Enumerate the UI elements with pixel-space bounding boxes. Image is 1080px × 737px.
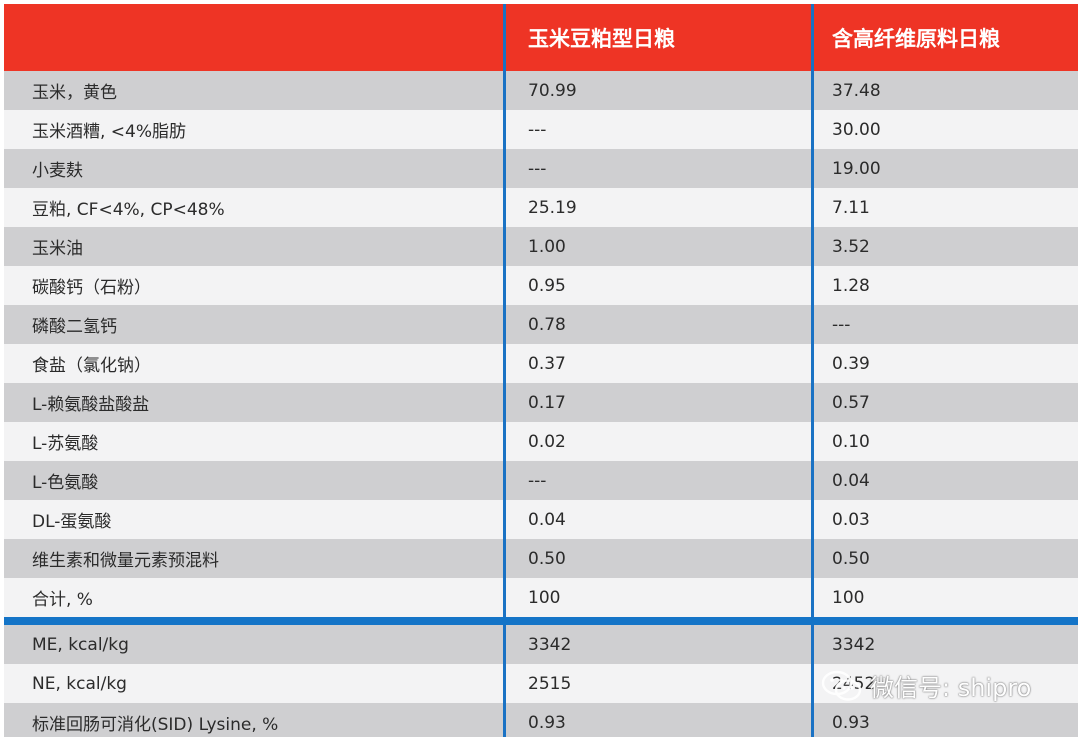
ingredient-name: L-色氨酸 [4, 461, 503, 500]
high-fiber-value: 0.03 [811, 500, 1078, 539]
ingredient-name: 碳酸钙（石粉） [4, 266, 503, 305]
ingredient-name: 玉米油 [4, 227, 503, 266]
high-fiber-value: 1.28 [811, 266, 1078, 305]
table-row-total: 合计, % 100 100 [4, 578, 1078, 617]
ingredient-name: 食盐（氯化钠） [4, 344, 503, 383]
diet-composition-table: 玉米豆粕型日粮 含高纤维原料日粮 玉米，黄色 70.99 37.48 玉米酒糟,… [4, 4, 1078, 737]
high-fiber-value: 0.39 [811, 344, 1078, 383]
table-row: 碳酸钙（石粉） 0.95 1.28 [4, 266, 1078, 305]
corn-soy-value: 3342 [503, 625, 811, 664]
table-row: L-色氨酸 --- 0.04 [4, 461, 1078, 500]
table-row: 小麦麸 --- 19.00 [4, 149, 1078, 188]
corn-soy-value: 0.78 [503, 305, 811, 344]
high-fiber-value: 0.10 [811, 422, 1078, 461]
corn-soy-value: 0.17 [503, 383, 811, 422]
table-row: 磷酸二氢钙 0.78 --- [4, 305, 1078, 344]
energy-name: NE, kcal/kg [4, 664, 503, 703]
table-row: 玉米酒糟, <4%脂肪 --- 30.00 [4, 110, 1078, 149]
table-row: 玉米，黄色 70.99 37.48 [4, 71, 1078, 110]
high-fiber-value: 30.00 [811, 110, 1078, 149]
ingredient-name: 玉米酒糟, <4%脂肪 [4, 110, 503, 149]
table-row: 食盐（氯化钠） 0.37 0.39 [4, 344, 1078, 383]
table-row: L-苏氨酸 0.02 0.10 [4, 422, 1078, 461]
corn-soy-value: 0.95 [503, 266, 811, 305]
high-fiber-value: 3342 [811, 625, 1078, 664]
corn-soy-value: 0.50 [503, 539, 811, 578]
ingredient-name: 合计, % [4, 578, 503, 617]
watermark-text: 微信号: shipro [870, 674, 1032, 702]
table-header: 玉米豆粕型日粮 含高纤维原料日粮 [4, 4, 1078, 71]
corn-soy-value: --- [503, 461, 811, 500]
table-row-energy: ME, kcal/kg 3342 3342 [4, 625, 1078, 664]
high-fiber-value: 0.04 [811, 461, 1078, 500]
table-row: L-赖氨酸盐酸盐 0.17 0.57 [4, 383, 1078, 422]
high-fiber-value: 0.57 [811, 383, 1078, 422]
ingredient-name: L-赖氨酸盐酸盐 [4, 383, 503, 422]
header-cell-empty [4, 4, 503, 71]
high-fiber-value: 0.93 [811, 703, 1078, 737]
corn-soy-value: 25.19 [503, 188, 811, 227]
high-fiber-value: 37.48 [811, 71, 1078, 110]
ingredient-name: 维生素和微量元素预混料 [4, 539, 503, 578]
wechat-icon [821, 670, 862, 701]
ingredient-name: L-苏氨酸 [4, 422, 503, 461]
corn-soy-value: --- [503, 149, 811, 188]
corn-soy-value: 100 [503, 578, 811, 617]
table-row: 维生素和微量元素预混料 0.50 0.50 [4, 539, 1078, 578]
table-row: 豆粕, CF<4%, CP<48% 25.19 7.11 [4, 188, 1078, 227]
ingredient-name: DL-蛋氨酸 [4, 500, 503, 539]
energy-name: ME, kcal/kg [4, 625, 503, 664]
watermark: 微信号: shipro [820, 668, 1031, 703]
corn-soy-value: 0.37 [503, 344, 811, 383]
ingredient-name: 小麦麸 [4, 149, 503, 188]
table-row: 玉米油 1.00 3.52 [4, 227, 1078, 266]
high-fiber-value: --- [811, 305, 1078, 344]
corn-soy-value: 0.93 [503, 703, 811, 737]
high-fiber-value: 3.52 [811, 227, 1078, 266]
table-row-energy: 标准回肠可消化(SID) Lysine, % 0.93 0.93 [4, 703, 1078, 737]
header-corn-soy-diet: 玉米豆粕型日粮 [503, 4, 811, 71]
corn-soy-value: 70.99 [503, 71, 811, 110]
energy-name: 标准回肠可消化(SID) Lysine, % [4, 703, 503, 737]
high-fiber-value: 0.50 [811, 539, 1078, 578]
corn-soy-value: 0.02 [503, 422, 811, 461]
ingredient-name: 豆粕, CF<4%, CP<48% [4, 188, 503, 227]
ingredient-name: 磷酸二氢钙 [4, 305, 503, 344]
high-fiber-value: 100 [811, 578, 1078, 617]
corn-soy-value: --- [503, 110, 811, 149]
high-fiber-value: 7.11 [811, 188, 1078, 227]
ingredient-name: 玉米，黄色 [4, 71, 503, 110]
section-divider [4, 617, 1078, 625]
corn-soy-value: 2515 [503, 664, 811, 703]
header-high-fiber-diet: 含高纤维原料日粮 [811, 4, 1078, 71]
corn-soy-value: 1.00 [503, 227, 811, 266]
high-fiber-value: 19.00 [811, 149, 1078, 188]
table-row: DL-蛋氨酸 0.04 0.03 [4, 500, 1078, 539]
corn-soy-value: 0.04 [503, 500, 811, 539]
